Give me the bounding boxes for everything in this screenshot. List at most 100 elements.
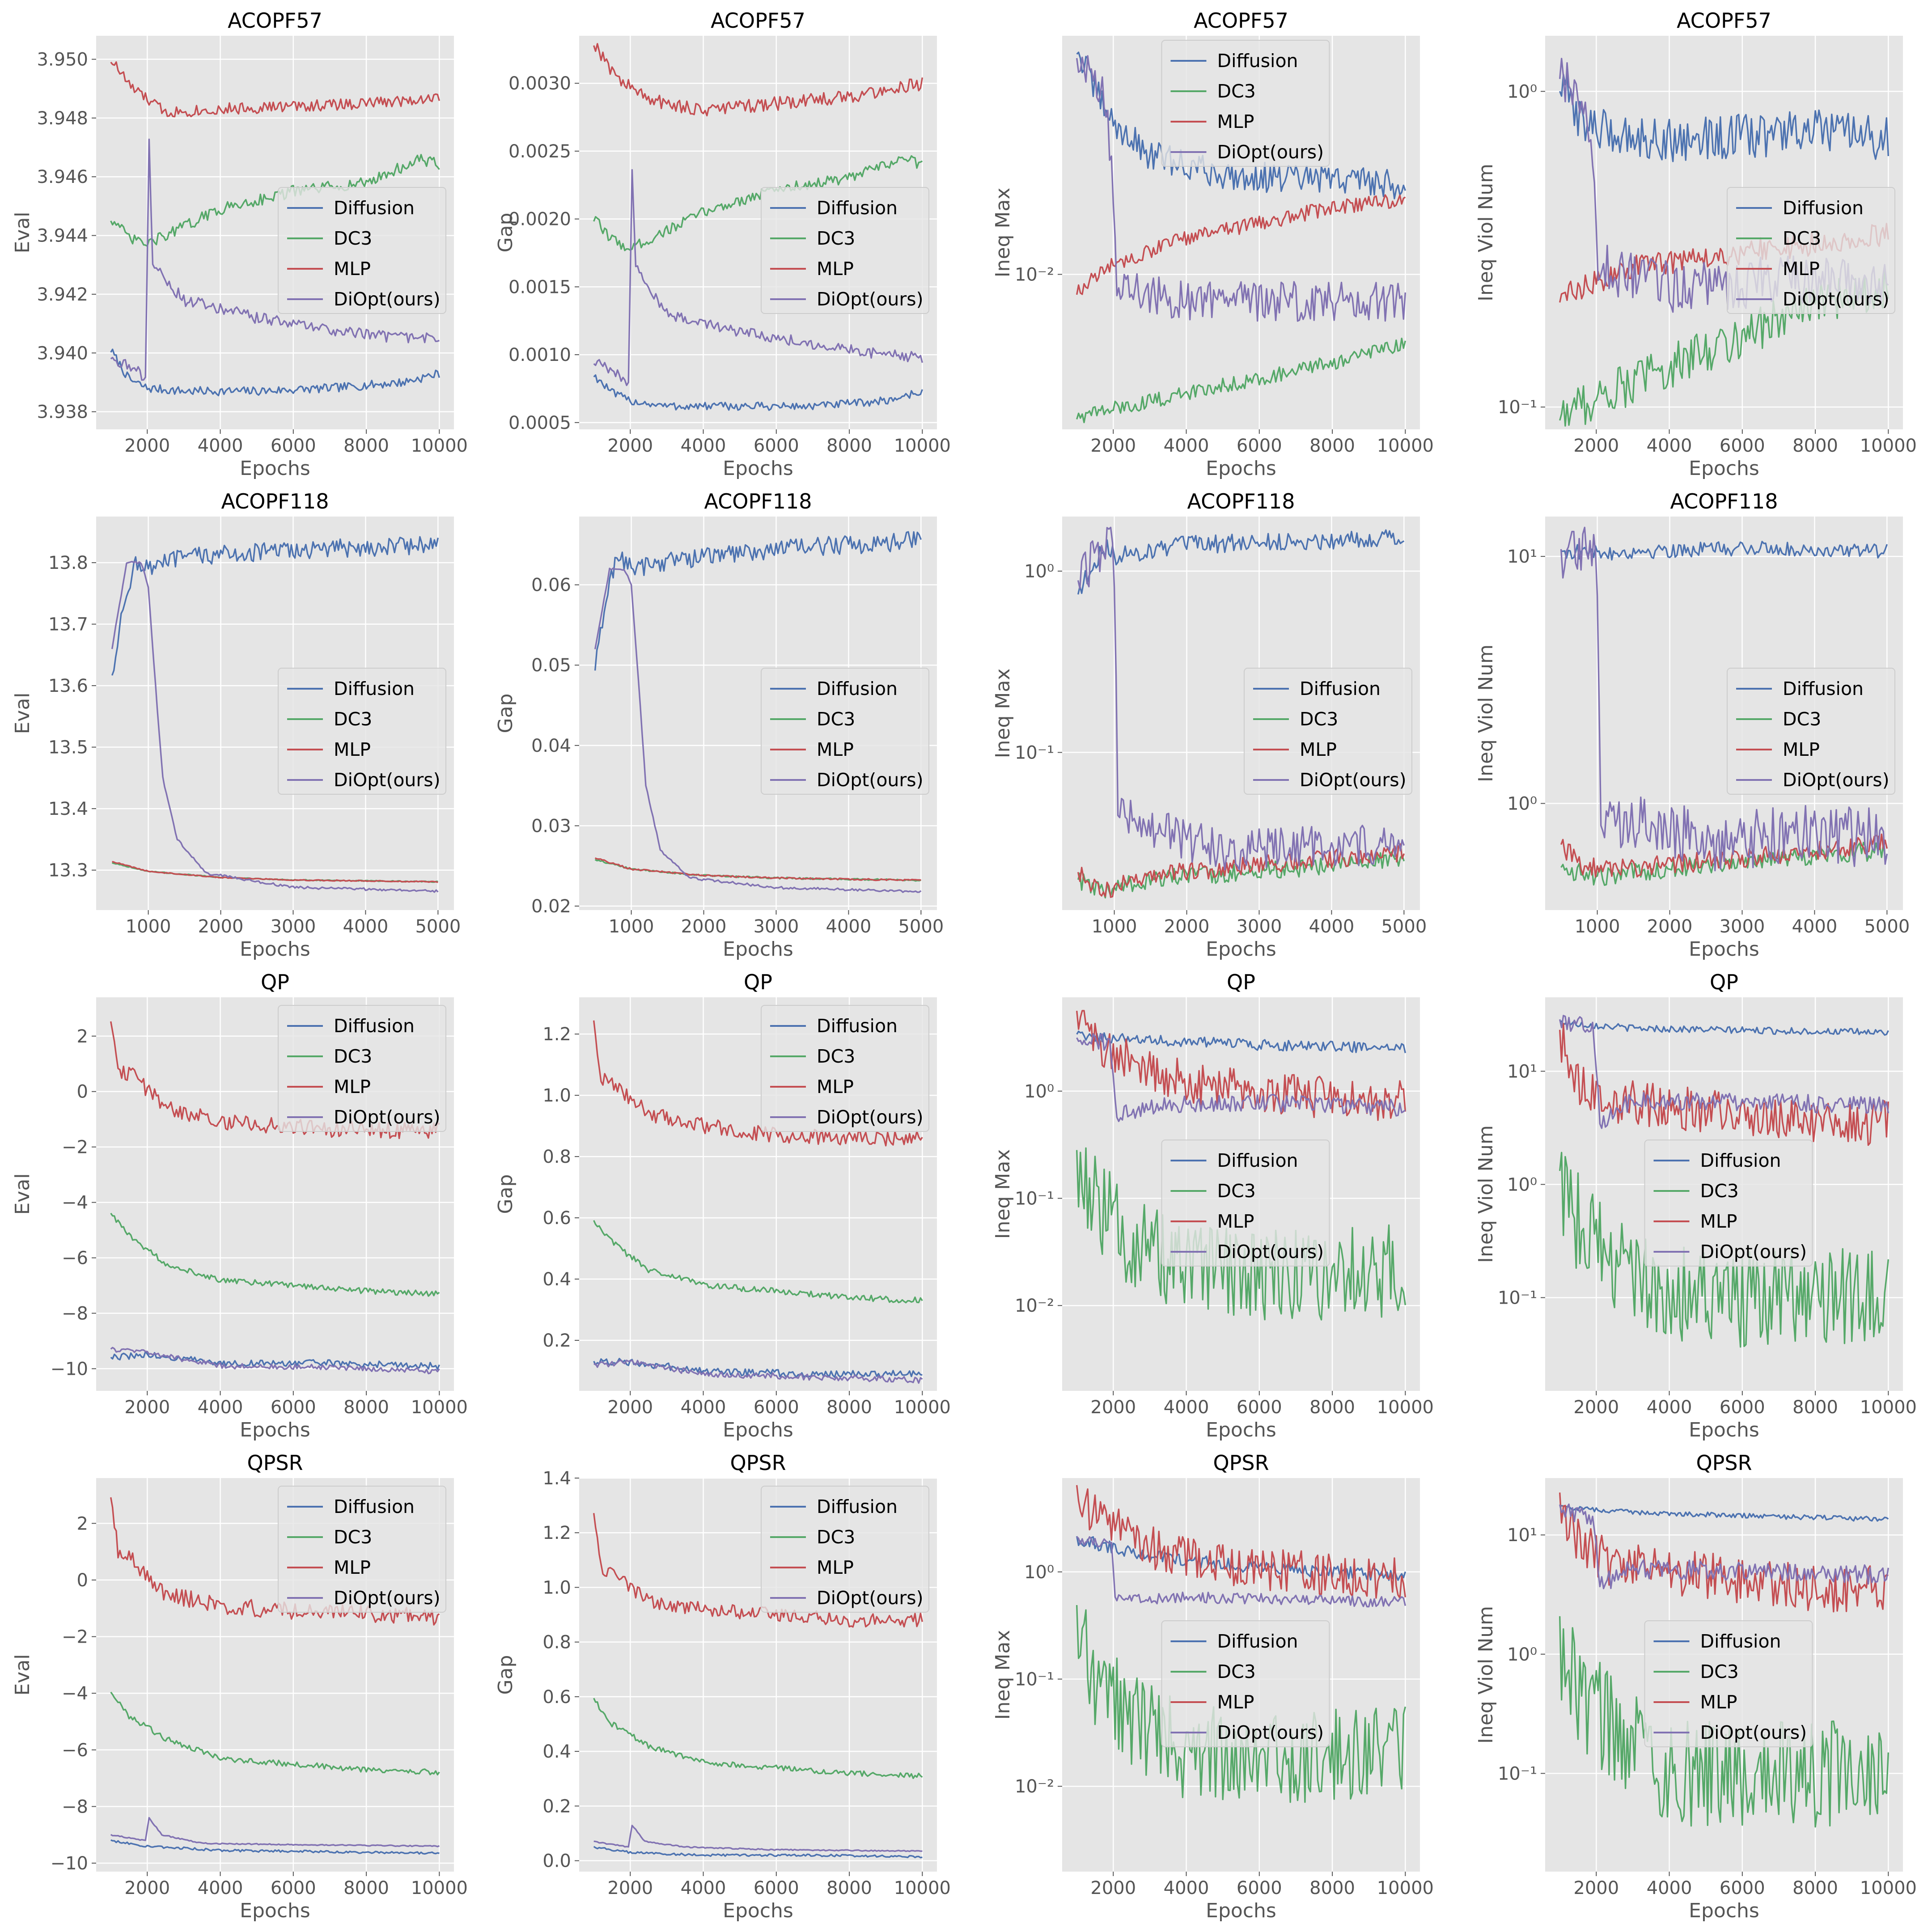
legend: Diffusion DC3 MLP DiOpt(ours) xyxy=(761,1486,929,1613)
series-line-dc3 xyxy=(593,1698,923,1779)
x-tick-label: 1000 xyxy=(1575,916,1620,937)
legend-label: Diffusion xyxy=(817,197,898,219)
x-tick-label: 6000 xyxy=(754,436,799,456)
legend-label: DC3 xyxy=(817,708,855,730)
legend-label: Diffusion xyxy=(334,1496,415,1517)
legend: Diffusion DC3 MLP DiOpt(ours) xyxy=(1161,1140,1330,1267)
x-tick-label: 8000 xyxy=(1309,436,1355,456)
legend-label: DiOpt(ours) xyxy=(334,1587,441,1609)
x-tick-label: 2000 xyxy=(1164,916,1210,937)
legend-label: DC3 xyxy=(1700,1180,1739,1202)
legend: Diffusion DC3 MLP DiOpt(ours) xyxy=(278,668,446,795)
legend-label: DiOpt(ours) xyxy=(1783,769,1890,791)
x-tick-label: 6000 xyxy=(1720,1878,1765,1898)
x-tick-label: 10000 xyxy=(411,1397,468,1418)
x-tick-label: 8000 xyxy=(1792,1878,1838,1898)
y-tick-label: −6 xyxy=(62,1740,88,1761)
series-line-mlp xyxy=(112,860,438,883)
y-tick-label: 10⁰ xyxy=(1024,1562,1054,1583)
y-tick-label: 0.03 xyxy=(531,816,571,836)
y-tick-label: 1.0 xyxy=(542,1085,571,1106)
x-tick-label: 2000 xyxy=(607,1397,653,1418)
y-tick-label: 10⁻² xyxy=(1015,1296,1054,1316)
series-group xyxy=(110,1021,440,1374)
y-tick-label: −8 xyxy=(62,1303,88,1324)
series-line-diopt-ours- xyxy=(1559,1503,1889,1589)
subplot-2-2: 1000 2000 3000 4000 5000 0.02 0.03 0.04 0.05 0.06… xyxy=(494,489,944,961)
x-tick-label: 6000 xyxy=(271,1878,316,1898)
series-line-dc3 xyxy=(110,1212,440,1297)
legend: Diffusion DC3 MLP DiOpt(ours) xyxy=(278,1005,446,1132)
series-line-diopt-ours- xyxy=(1559,1015,1889,1129)
y-tick-label: −6 xyxy=(62,1248,88,1269)
y-tick-label: 10⁰ xyxy=(1507,81,1537,102)
x-tick-label: 2000 xyxy=(124,1397,170,1418)
y-tick-label: 10⁰ xyxy=(1024,1081,1054,1102)
x-tick-label: 4000 xyxy=(1647,1878,1692,1898)
legend-label: MLP xyxy=(817,1076,854,1097)
x-tick-label: 2000 xyxy=(607,436,653,456)
legend-label: DiOpt(ours) xyxy=(817,288,924,310)
y-tick-label: 0.2 xyxy=(542,1796,571,1817)
x-axis-label: Epochs xyxy=(723,1899,793,1922)
series-line-dc3 xyxy=(1076,338,1406,424)
x-tick-label: 3000 xyxy=(1720,916,1765,937)
series-group xyxy=(593,1020,923,1384)
legend-label: MLP xyxy=(334,258,371,280)
y-tick-label: 2 xyxy=(77,1026,88,1047)
subplot-title: ACOPF57 xyxy=(711,8,805,33)
series-line-diopt-ours- xyxy=(593,1360,923,1384)
x-tick-label: 2000 xyxy=(124,1878,170,1898)
series-line-diopt-ours- xyxy=(110,1347,440,1374)
legend-label: Diffusion xyxy=(1700,1150,1781,1171)
series-group xyxy=(593,1513,923,1859)
x-tick-label: 8000 xyxy=(1309,1878,1355,1898)
legend-label: Diffusion xyxy=(1700,1631,1781,1652)
series-line-diopt-ours- xyxy=(1076,1033,1406,1122)
x-tick-label: 8000 xyxy=(826,1878,872,1898)
y-tick-label: 1.2 xyxy=(542,1523,571,1543)
legend-frame xyxy=(1244,668,1412,795)
series-line-diffusion xyxy=(111,536,439,676)
series-group xyxy=(1559,1015,1889,1348)
subplot-title: ACOPF118 xyxy=(221,489,329,513)
legend-label: DC3 xyxy=(817,1526,855,1548)
x-tick-label: 1000 xyxy=(126,916,171,937)
series-line-diopt-ours- xyxy=(593,1825,923,1852)
y-axis-label: Gap xyxy=(494,213,517,253)
y-tick-label: 0.0020 xyxy=(508,209,571,230)
legend-label: Diffusion xyxy=(817,1015,898,1037)
subplot-1-3: 2000 4000 6000 8000 10000 10⁻² ACOPF57 Epochs In… xyxy=(991,8,1434,480)
y-tick-label: 3.942 xyxy=(37,284,88,305)
series-line-dc3 xyxy=(593,1220,923,1304)
legend: Diffusion DC3 MLP DiOpt(ours) xyxy=(1244,668,1412,795)
series-line-diopt-ours- xyxy=(110,138,440,381)
series-line-mlp xyxy=(594,857,921,881)
subplot-title: QPSR xyxy=(1213,1451,1269,1475)
y-tick-label: 0.0030 xyxy=(508,73,571,94)
x-tick-label: 6000 xyxy=(1237,436,1282,456)
subplot-title: QP xyxy=(261,970,289,994)
x-tick-label: 2000 xyxy=(1573,1878,1619,1898)
legend-label: DC3 xyxy=(334,708,372,730)
y-tick-label: 3.944 xyxy=(37,226,88,246)
subplot-1-2: 2000 4000 6000 8000 10000 0.0005 0.0010 0.0015 0… xyxy=(494,8,951,480)
series-line-diffusion xyxy=(593,1846,923,1859)
series-line-dc3 xyxy=(1559,1152,1889,1348)
legend-label: Diffusion xyxy=(1217,1631,1298,1652)
x-axis-label: Epochs xyxy=(1689,938,1759,961)
subplot-4-1: 2000 4000 6000 8000 10000 −10 −8 −6 −4 −2 0 2 QPSR Ep… xyxy=(11,1451,468,1922)
x-tick-label: 4000 xyxy=(1647,436,1692,456)
x-tick-label: 4000 xyxy=(198,1397,243,1418)
legend-label: MLP xyxy=(817,739,854,760)
legend-label: DiOpt(ours) xyxy=(1217,1722,1324,1743)
legend-label: DiOpt(ours) xyxy=(334,769,441,791)
subplot-title: QP xyxy=(744,970,772,994)
series-group xyxy=(110,1497,440,1855)
legend-label: MLP xyxy=(1700,1691,1737,1713)
legend-frame xyxy=(1644,1140,1813,1267)
legend-label: DiOpt(ours) xyxy=(817,1587,924,1609)
legend-label: DiOpt(ours) xyxy=(1300,769,1407,791)
legend: Diffusion DC3 MLP DiOpt(ours) xyxy=(1727,187,1895,314)
